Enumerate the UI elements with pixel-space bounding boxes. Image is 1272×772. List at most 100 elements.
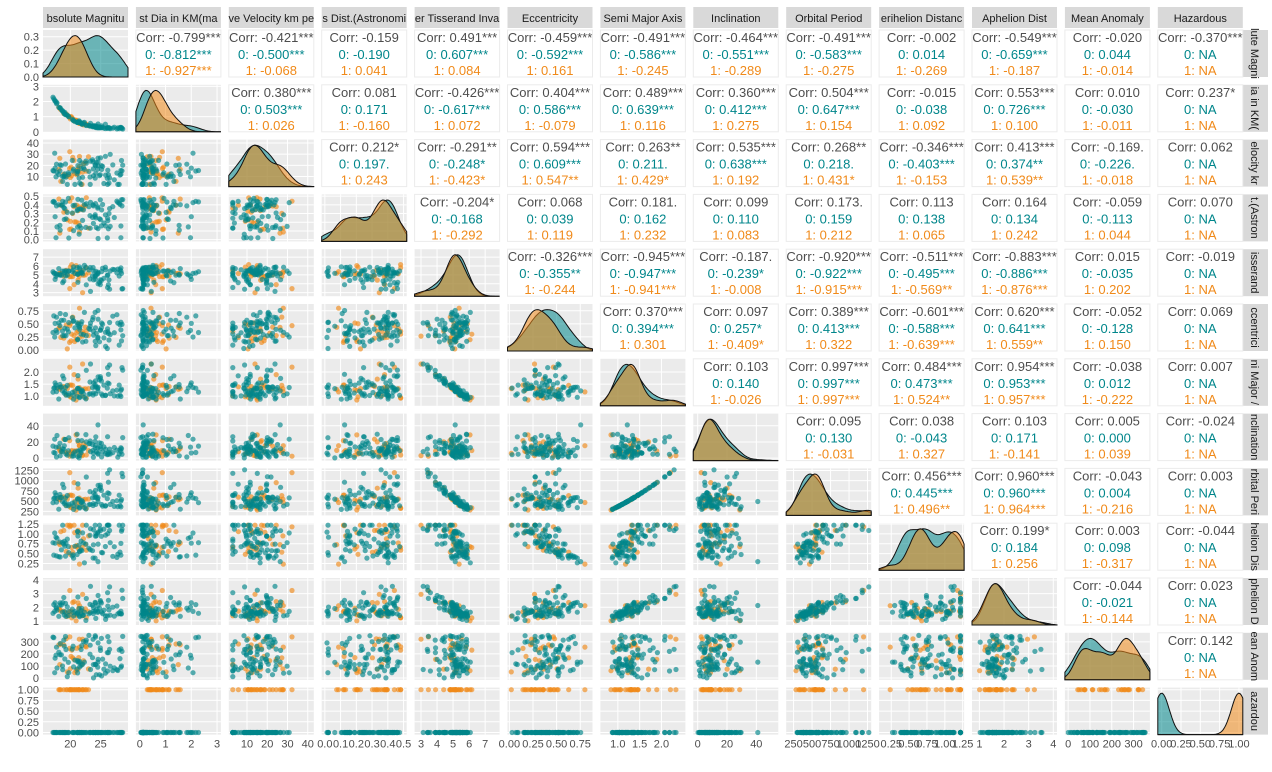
- corr-group0-label: 0: 0.413***: [798, 321, 860, 336]
- corr-group0-label: 0: 0.586***: [519, 102, 581, 117]
- scatter-point: [79, 438, 85, 444]
- scatter-point: [110, 553, 116, 559]
- scatter-point: [514, 434, 520, 440]
- scatter-point: [140, 286, 146, 292]
- scatter-point: [241, 338, 247, 344]
- scatter-point: [259, 206, 265, 212]
- corr-group0-label: 0: -0.922***: [795, 266, 862, 281]
- scatter-point: [610, 432, 616, 438]
- scatter-point: [388, 273, 394, 279]
- scatter-point: [52, 165, 58, 171]
- scatter-point: [465, 396, 471, 402]
- corr-overall-label: Corr: 0.003: [1168, 468, 1233, 483]
- corr-group1-label: 1: -0.026: [710, 392, 761, 407]
- scatter-point: [230, 504, 236, 510]
- corr-group1-label: 1: NA: [1184, 118, 1217, 133]
- scatter-point: [159, 149, 165, 155]
- scatter-point: [374, 431, 380, 437]
- matrix-panel: [228, 358, 314, 406]
- matrix-panel: Corr: -0.291**0: -0.248*1: -0.423*: [414, 139, 501, 188]
- scatter-point: [59, 173, 66, 179]
- scatter-point: [324, 334, 330, 340]
- scatter-point: [711, 467, 717, 473]
- corr-group1-label: 1: 0.212: [805, 227, 852, 242]
- scatter-point: [62, 436, 68, 443]
- scatter-point: [104, 385, 110, 391]
- scatter-point: [100, 265, 106, 271]
- x-tick-label: 2: [188, 739, 194, 751]
- scatter-point: [250, 434, 256, 440]
- scatter-point: [360, 279, 366, 286]
- scatter-point: [532, 474, 538, 480]
- scatter-point: [159, 364, 165, 370]
- scatter-point: [163, 326, 169, 332]
- scatter-point: [361, 343, 367, 349]
- corr-group1-label: 1: 0.072: [434, 118, 481, 133]
- scatter-point: [465, 318, 471, 324]
- corr-overall-label: Corr: -0.464***: [694, 30, 779, 45]
- scatter-point: [83, 522, 89, 528]
- scatter-point: [325, 345, 331, 352]
- scatter-point: [52, 334, 58, 340]
- scatter-point: [101, 275, 107, 281]
- scatter-point: [77, 223, 83, 229]
- column-strip-label: Semi Major Axis: [603, 13, 682, 25]
- matrix-panel: [43, 249, 128, 297]
- scatter-point: [160, 319, 166, 326]
- corr-overall-label: Corr: 0.237*: [1165, 85, 1235, 100]
- scatter-point: [536, 479, 543, 485]
- scatter-point: [241, 323, 247, 329]
- scatter-point: [90, 220, 96, 226]
- corr-group0-label: 0: -0.551***: [703, 47, 770, 62]
- scatter-point: [76, 323, 82, 329]
- scatter-point: [352, 526, 358, 532]
- scatter-point: [147, 153, 153, 159]
- scatter-point: [383, 470, 389, 476]
- scatter-point: [654, 451, 661, 457]
- scatter-point: [116, 451, 122, 457]
- scatter-point: [383, 490, 389, 496]
- scatter-point: [464, 326, 470, 332]
- scatter-point: [286, 200, 292, 206]
- y-tick-label: 0.1: [24, 59, 39, 71]
- scatter-point: [278, 327, 284, 333]
- scatter-point: [177, 396, 183, 402]
- scatter-point: [385, 321, 392, 327]
- scatter-point: [230, 522, 236, 528]
- scatter-point: [238, 544, 244, 550]
- scatter-point: [231, 444, 237, 450]
- scatter-point: [161, 170, 167, 176]
- scatter-point: [371, 326, 377, 332]
- scatter-point: [111, 393, 117, 399]
- scatter-point: [652, 437, 658, 444]
- scatter-point: [336, 561, 342, 567]
- scatter-point: [159, 286, 165, 292]
- y-tick-label: 0.2: [24, 217, 39, 229]
- scatter-point: [464, 432, 470, 438]
- scatter-point: [140, 527, 146, 534]
- scatter-point: [265, 213, 271, 219]
- scatter-point: [69, 269, 75, 275]
- scatter-point: [254, 286, 260, 292]
- scatter-point: [248, 235, 254, 241]
- scatter-point: [513, 392, 519, 398]
- scatter-point: [557, 387, 564, 393]
- matrix-panel: [135, 413, 221, 461]
- scatter-point: [273, 372, 279, 378]
- matrix-panel: [228, 304, 314, 352]
- scatter-point: [149, 332, 155, 338]
- scatter-point: [244, 498, 250, 505]
- scatter-point: [247, 526, 253, 532]
- scatter-point: [118, 157, 125, 164]
- scatter-point: [253, 441, 259, 447]
- corr-overall-label: Corr: 0.095: [796, 414, 861, 429]
- scatter-point: [719, 495, 726, 501]
- scatter-point: [64, 492, 70, 499]
- matrix-panel: Corr: -0.326***0: -0.355**1: -0.244: [507, 248, 593, 297]
- scatter-point: [250, 215, 256, 221]
- y-tick-label: 0: [33, 673, 39, 685]
- corr-overall-label: Corr: -0.291**: [417, 140, 496, 155]
